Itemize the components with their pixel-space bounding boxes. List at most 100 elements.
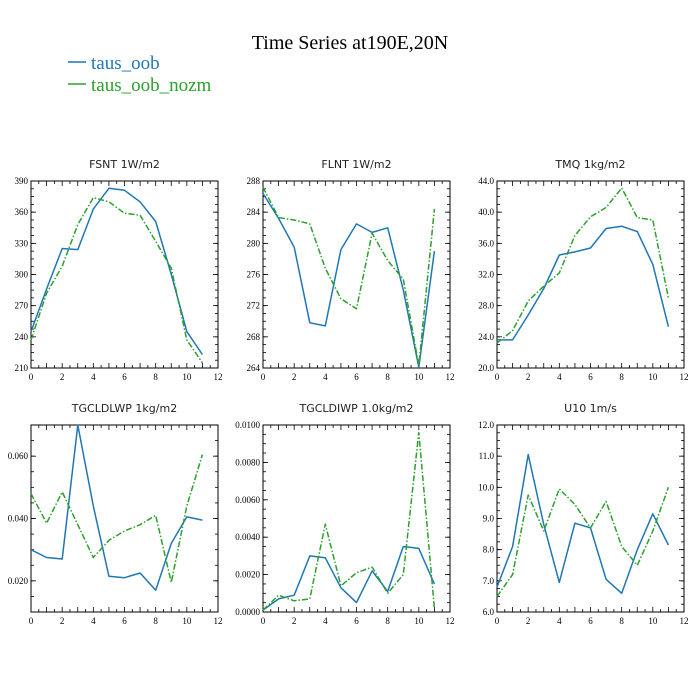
y-tick-label: 10.0: [478, 482, 494, 492]
x-tick-label: 10: [648, 372, 658, 382]
y-tick-label: 0.0000: [235, 607, 260, 617]
series-line-taus-oob: [496, 453, 670, 595]
y-tick-label: 20.0: [478, 363, 494, 373]
series-line-taus-oob: [30, 187, 204, 355]
panel-title: TGCLDLWP 1kg/m2: [71, 402, 177, 415]
y-tick-label: 0.0080: [235, 457, 260, 467]
y-tick-label: 44.0: [478, 176, 494, 186]
x-tick-label: 0: [261, 372, 266, 382]
x-tick-label: 10: [414, 372, 424, 382]
x-tick-label: 2: [526, 616, 531, 626]
y-tick-label: 288: [247, 176, 261, 186]
panel-title: FSNT 1W/m2: [89, 158, 160, 171]
x-tick-label: 12: [214, 616, 223, 626]
y-tick-label: 268: [247, 332, 261, 342]
y-tick-label: 32.0: [478, 270, 494, 280]
x-tick-label: 2: [60, 372, 65, 382]
x-tick-label: 8: [153, 372, 158, 382]
series-line-taus-oob: [262, 193, 436, 368]
y-tick-label: 28.0: [478, 301, 494, 311]
plot-frame: [30, 180, 219, 369]
chart-panel-3: TMQ 1kg/m2 0 2 4 6 8 10 12 20.0 24.0 28.0 32.0 36.0 4…: [478, 158, 688, 382]
x-tick-label: 8: [385, 616, 390, 626]
x-tick-label: 12: [214, 372, 223, 382]
x-tick-label: 8: [153, 616, 158, 626]
series-line-taus-oob-nozm: [30, 454, 204, 584]
figure-title: Time Series at190E,20N: [252, 32, 448, 54]
panel-title: FLNT 1W/m2: [321, 158, 391, 171]
x-tick-label: 4: [91, 616, 96, 626]
x-tick-label: 4: [557, 616, 562, 626]
x-tick-label: 4: [557, 372, 562, 382]
y-tick-label: 360: [15, 207, 29, 217]
legend: taus_oob taus_oob_nozm: [68, 53, 212, 96]
x-tick-label: 4: [323, 616, 328, 626]
y-tick-label: 7.0: [483, 576, 495, 586]
series-line-taus-oob-nozm: [496, 187, 670, 344]
x-tick-label: 12: [446, 372, 455, 382]
plot-frame: [262, 424, 451, 613]
x-tick-label: 0: [29, 372, 34, 382]
series-line-taus-oob-nozm: [496, 487, 670, 597]
y-tick-label: 330: [15, 238, 29, 248]
y-tick-label: 8.0: [483, 545, 495, 555]
chart-panel-6: U10 1m/s 0 2 4 6 8 10 12 6.0 7.0 8.0 9.0 10.0 11.0 12.…: [478, 402, 688, 626]
y-tick-label: 0.060: [8, 451, 29, 461]
chart-panel-5: TGCLDIWP 1.0kg/m2 0 2 4 6 8 10 12 0.0000 0.0020 0.…: [235, 402, 454, 626]
legend-label-taus-oob: taus_oob: [91, 53, 160, 74]
x-tick-label: 8: [385, 372, 390, 382]
y-tick-label: 210: [15, 363, 29, 373]
chart-panel-2: FLNT 1W/m2 0 2 4 6 8 10 12 264 268 272 276 280 284 288: [247, 158, 455, 382]
x-tick-label: 12: [680, 616, 689, 626]
x-tick-label: 0: [495, 372, 500, 382]
x-tick-label: 2: [292, 616, 297, 626]
x-tick-label: 6: [122, 372, 127, 382]
x-tick-label: 8: [619, 616, 624, 626]
x-tick-label: 2: [526, 372, 531, 382]
y-tick-label: 0.0060: [235, 495, 260, 505]
x-tick-label: 10: [182, 616, 192, 626]
chart-panels: FSNT 1W/m20 2 4 6 8 10 12210240270300330360390…: [8, 158, 689, 626]
x-tick-label: 2: [60, 616, 65, 626]
chart-panel-4: TGCLDLWP 1kg/m2 0 2 4 6 8 10 12 0.020 0.040 0.060: [8, 402, 223, 626]
x-tick-label: 4: [323, 372, 328, 382]
x-tick-label: 2: [292, 372, 297, 382]
y-tick-label: 276: [247, 270, 261, 280]
x-tick-label: 0: [495, 616, 500, 626]
panel-title: U10 1m/s: [564, 402, 617, 415]
chart-panel-1: FSNT 1W/m2 0 2 4 6 8 10 12 210 240 270 300 330 360 390: [15, 158, 223, 382]
y-tick-label: 390: [15, 176, 29, 186]
x-tick-label: 0: [29, 616, 34, 626]
y-tick-label: 284: [247, 207, 261, 217]
x-tick-label: 4: [91, 372, 96, 382]
y-tick-label: 9.0: [483, 514, 495, 524]
y-tick-label: 240: [15, 332, 29, 342]
y-tick-label: 280: [247, 238, 261, 248]
y-tick-label: 40.0: [478, 207, 494, 217]
x-tick-label: 10: [414, 616, 424, 626]
y-tick-label: 300: [15, 270, 29, 280]
panel-title: TMQ 1kg/m2: [554, 158, 625, 171]
x-tick-label: 10: [648, 616, 658, 626]
y-tick-label: 36.0: [478, 238, 494, 248]
y-tick-label: 0.0100: [235, 420, 260, 430]
y-tick-label: 6.0: [483, 607, 495, 617]
x-tick-label: 12: [680, 372, 689, 382]
x-tick-label: 6: [588, 372, 593, 382]
x-tick-label: 6: [354, 616, 359, 626]
y-tick-label: 11.0: [479, 451, 495, 461]
x-tick-label: 8: [619, 372, 624, 382]
x-tick-label: 12: [446, 616, 455, 626]
series-line-taus-oob: [497, 225, 670, 341]
y-tick-label: 24.0: [478, 332, 494, 342]
x-tick-label: 6: [354, 372, 359, 382]
x-tick-label: 10: [182, 372, 192, 382]
y-tick-label: 0.0040: [235, 532, 260, 542]
x-tick-label: 6: [588, 616, 593, 626]
plot-frame: [30, 424, 219, 613]
y-tick-label: 0.020: [8, 576, 29, 586]
series-line-taus-oob-nozm: [30, 196, 204, 364]
x-tick-label: 6: [122, 616, 127, 626]
y-tick-label: 272: [247, 301, 261, 311]
